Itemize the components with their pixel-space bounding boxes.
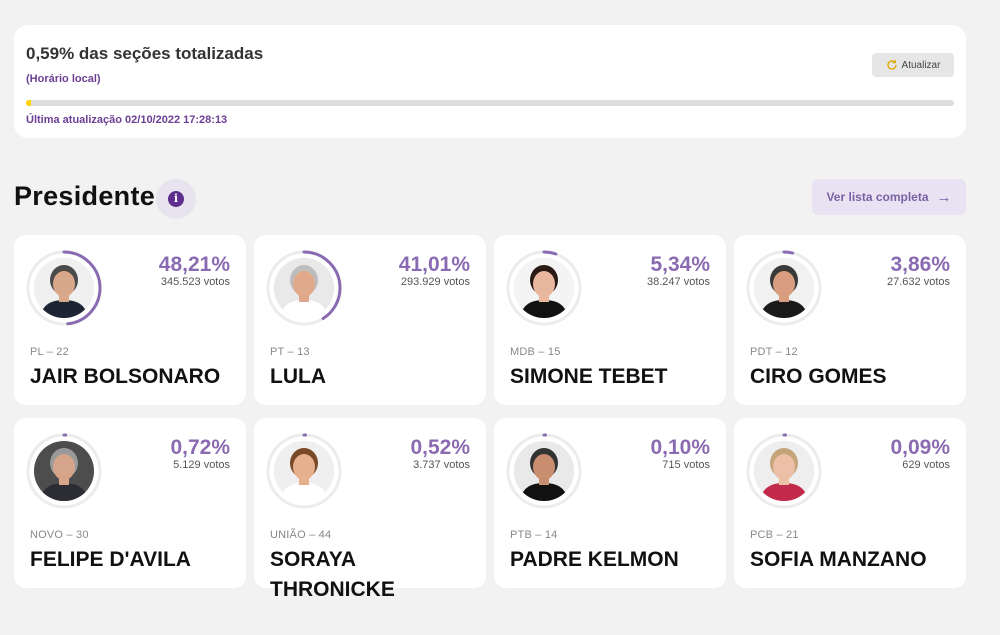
candidate-photo-frame [745, 249, 823, 327]
candidate-party-number: MDB – 15 [510, 346, 561, 358]
candidate-percentage: 5,34% [650, 253, 710, 276]
candidate-card-4[interactable]: 3,86% 27.632 votos PDT – 12 CIRO GOMES [734, 235, 966, 405]
last-update-timestamp: Última atualização 02/10/2022 17:28:13 [26, 114, 228, 126]
candidate-name: SIMONE TEBET [510, 365, 668, 388]
candidate-card-8[interactable]: 0,09% 629 votos PCB – 21 SOFIA MANZANO [734, 418, 966, 588]
candidate-percentage: 0,72% [170, 436, 230, 459]
candidate-votes: 27.632 votos [887, 276, 950, 288]
candidate-votes: 345.523 votos [160, 276, 230, 288]
candidate-photo [514, 441, 574, 501]
totalized-sections-title: 0,59% das seções totalizadas [26, 44, 264, 63]
candidate-name: LULA [270, 365, 326, 388]
candidate-name: SOFIA MANZANO [750, 548, 927, 571]
candidate-photo [274, 258, 334, 318]
candidate-percentage: 3,86% [890, 253, 950, 276]
candidate-party-number: PT – 13 [270, 346, 310, 358]
candidate-card-1[interactable]: 48,21% 345.523 votos PL – 22 JAIR BOLSON… [14, 235, 246, 405]
candidate-votes: 715 votos [662, 459, 710, 471]
candidate-name: SORAYA THRONICKE [270, 548, 395, 601]
candidate-photo-frame [25, 432, 103, 510]
candidate-card-6[interactable]: 0,52% 3.737 votos UNIÃO – 44 SORAYA THRO… [254, 418, 486, 601]
candidate-party-number: PDT – 12 [750, 346, 798, 358]
full-list-button[interactable]: Ver lista completa → [812, 179, 966, 215]
candidate-votes: 3.737 votos [413, 459, 470, 471]
candidate-card-3[interactable]: 5,34% 38.247 votos MDB – 15 SIMONE TEBET [494, 235, 726, 405]
candidate-party-number: PTB – 14 [510, 529, 558, 541]
candidate-votes: 293.929 votos [400, 276, 470, 288]
vote-share-ring [506, 433, 582, 509]
totalization-progress-bar [26, 100, 954, 106]
candidate-name: FELIPE D'AVILA [30, 548, 191, 571]
vote-share-ring [26, 433, 102, 509]
candidate-card-2[interactable]: 41,01% 293.929 votos PT – 13 LULA [254, 235, 486, 405]
vote-share-ring [266, 250, 342, 326]
info-icon: i [168, 191, 184, 207]
vote-share-ring [26, 250, 102, 326]
candidate-card-5[interactable]: 0,72% 5.129 votos NOVO – 30 FELIPE D'AVI… [14, 418, 246, 588]
candidate-photo [754, 258, 814, 318]
candidate-party-number: NOVO – 30 [30, 529, 89, 541]
local-time-note: (Horário local) [26, 73, 101, 85]
candidate-photo-frame [505, 432, 583, 510]
refresh-label: Atualizar [901, 59, 941, 71]
candidate-photo [514, 258, 574, 318]
candidate-name: JAIR BOLSONARO [30, 365, 221, 388]
candidate-percentage: 0,09% [890, 436, 950, 459]
vote-share-ring [746, 433, 822, 509]
vote-share-ring [266, 433, 342, 509]
candidate-percentage: 0,52% [410, 436, 470, 459]
candidate-photo-frame [25, 249, 103, 327]
status-panel: 0,59% das seções totalizadas (Horário lo… [14, 25, 966, 138]
page-title: Presidente [14, 181, 156, 211]
candidate-photo-frame [265, 249, 343, 327]
candidate-card-7[interactable]: 0,10% 715 votos PTB – 14 PADRE KELMON [494, 418, 726, 588]
progress-fill [26, 100, 32, 106]
full-list-label: Ver lista completa [826, 190, 929, 204]
candidate-votes: 5.129 votos [173, 459, 230, 471]
candidate-photo-frame [505, 249, 583, 327]
candidate-votes: 38.247 votos [647, 276, 710, 288]
candidate-name: CIRO GOMES [750, 365, 887, 388]
candidate-name: PADRE KELMON [510, 548, 679, 571]
candidate-photo [754, 441, 814, 501]
candidate-photo [274, 441, 334, 501]
candidate-party-number: PCB – 21 [750, 529, 799, 541]
candidate-percentage: 48,21% [158, 253, 230, 276]
candidate-photo [34, 258, 94, 318]
candidate-percentage: 41,01% [398, 253, 470, 276]
candidate-photo-frame [745, 432, 823, 510]
candidate-percentage: 0,10% [650, 436, 710, 459]
candidate-photo-frame [265, 432, 343, 510]
arrow-right-icon: → [936, 188, 952, 206]
candidate-party-number: PL – 22 [30, 346, 69, 358]
refresh-icon [886, 60, 897, 70]
refresh-button[interactable]: Atualizar [872, 53, 954, 77]
candidate-party-number: UNIÃO – 44 [270, 529, 332, 541]
vote-share-ring [746, 250, 822, 326]
info-button[interactable]: i [156, 179, 196, 219]
candidate-photo [34, 441, 94, 501]
vote-share-ring [506, 250, 582, 326]
candidate-votes: 629 votos [902, 459, 950, 471]
